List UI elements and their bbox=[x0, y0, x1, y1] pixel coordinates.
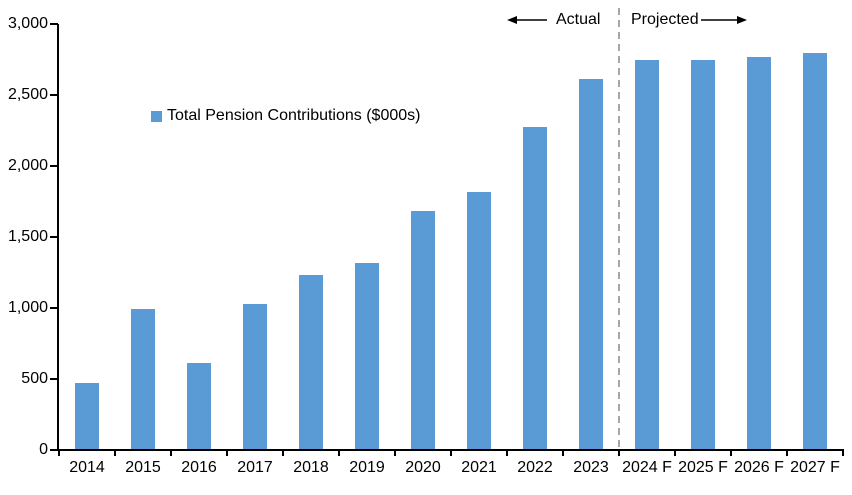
y-axis-tick bbox=[50, 23, 58, 25]
bar-2026F bbox=[747, 56, 771, 450]
x-axis-tick bbox=[786, 451, 788, 456]
bar-2022 bbox=[523, 126, 547, 450]
x-axis-tick bbox=[114, 451, 116, 456]
y-tick-label: 0 bbox=[39, 441, 48, 458]
x-tick-label: 2021 bbox=[461, 459, 497, 476]
bar-2023 bbox=[579, 79, 603, 450]
x-axis-tick bbox=[58, 451, 60, 456]
x-axis-tick bbox=[842, 451, 844, 456]
bar-2018 bbox=[299, 275, 323, 450]
right-arrow-icon bbox=[701, 16, 747, 24]
x-tick-label: 2026 F bbox=[734, 459, 784, 476]
bar-2025F bbox=[691, 60, 715, 450]
x-tick-label: 2019 bbox=[349, 459, 385, 476]
x-axis-tick bbox=[170, 451, 172, 456]
bar-2017 bbox=[243, 303, 267, 450]
x-axis bbox=[57, 449, 844, 451]
y-axis-tick bbox=[50, 449, 58, 451]
bar-2014 bbox=[75, 383, 99, 450]
legend: Total Pension Contributions ($000s) bbox=[151, 106, 420, 126]
x-tick-label: 2025 F bbox=[678, 459, 728, 476]
y-axis-tick bbox=[50, 165, 58, 167]
x-axis-tick bbox=[394, 451, 396, 456]
x-axis-tick bbox=[562, 451, 564, 456]
y-tick-label: 2,500 bbox=[7, 86, 48, 103]
x-axis-tick bbox=[506, 451, 508, 456]
x-tick-label: 2027 F bbox=[790, 459, 840, 476]
actual-label: Actual bbox=[556, 11, 601, 28]
x-tick-label: 2024 F bbox=[622, 459, 672, 476]
bar-2027F bbox=[803, 53, 827, 450]
x-axis-tick bbox=[338, 451, 340, 456]
actual-projected-divider bbox=[618, 8, 620, 451]
x-tick-label: 2014 bbox=[69, 459, 105, 476]
x-axis-tick bbox=[282, 451, 284, 456]
x-tick-label: 2023 bbox=[573, 459, 609, 476]
legend-swatch-icon bbox=[151, 110, 162, 122]
y-tick-label: 1,000 bbox=[7, 299, 48, 316]
projected-label: Projected bbox=[631, 11, 699, 28]
y-axis-tick bbox=[50, 307, 58, 309]
x-axis-tick bbox=[674, 451, 676, 456]
x-axis-tick bbox=[730, 451, 732, 456]
bar-2020 bbox=[411, 210, 435, 450]
y-axis-tick bbox=[50, 94, 58, 96]
x-tick-label: 2022 bbox=[517, 459, 553, 476]
y-axis bbox=[57, 24, 59, 451]
y-tick-label: 3,000 bbox=[7, 15, 48, 32]
x-axis-tick bbox=[450, 451, 452, 456]
x-tick-label: 2017 bbox=[237, 459, 273, 476]
x-tick-label: 2016 bbox=[181, 459, 217, 476]
x-tick-label: 2015 bbox=[125, 459, 161, 476]
legend-label: Total Pension Contributions ($000s) bbox=[167, 107, 421, 124]
x-axis-tick bbox=[226, 451, 228, 456]
bar-2016 bbox=[187, 363, 211, 450]
y-axis-tick bbox=[50, 236, 58, 238]
x-axis-tick bbox=[618, 451, 620, 456]
bar-2015 bbox=[131, 309, 155, 450]
left-arrow-icon bbox=[507, 16, 547, 24]
x-tick-label: 2018 bbox=[293, 459, 329, 476]
y-tick-label: 1,500 bbox=[7, 228, 48, 245]
y-tick-label: 2,000 bbox=[7, 157, 48, 174]
bar-2019 bbox=[355, 262, 379, 450]
bar-2024F bbox=[635, 59, 659, 450]
y-tick-label: 500 bbox=[21, 370, 48, 387]
bar-2021 bbox=[467, 191, 491, 450]
x-tick-label: 2020 bbox=[405, 459, 441, 476]
y-axis-tick bbox=[50, 378, 58, 380]
